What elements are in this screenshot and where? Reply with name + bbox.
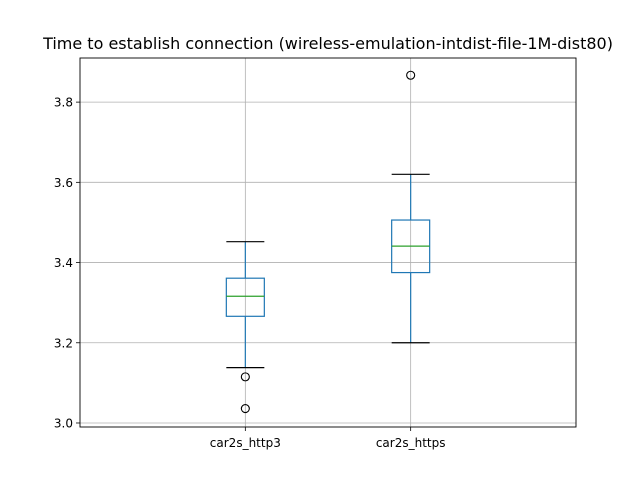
grid-lines — [80, 58, 576, 427]
y-tick-label: 3.8 — [54, 96, 73, 110]
x-tick-label: car2s_https — [376, 436, 446, 450]
y-tick-label: 3.4 — [54, 256, 73, 270]
y-tick-label: 3.0 — [54, 416, 73, 430]
outlier-point — [240, 403, 250, 414]
axes-frame — [79, 57, 577, 428]
box-car2s_https — [391, 70, 431, 344]
outlier-point — [406, 70, 416, 80]
outlier-point — [240, 372, 250, 382]
y-tick-label: 3.6 — [54, 176, 73, 190]
x-tick-label: car2s_http3 — [210, 436, 281, 450]
y-tick-label: 3.2 — [54, 336, 73, 350]
iqr-box — [225, 277, 265, 317]
axes: 3.0 3.2 3.4 3.6 3.8 car2s_http3 car2s_https — [54, 57, 577, 450]
plot-area — [225, 70, 431, 414]
chart-title: Time to establish connection (wireless-e… — [42, 34, 613, 53]
box-car2s_http3 — [225, 241, 265, 414]
